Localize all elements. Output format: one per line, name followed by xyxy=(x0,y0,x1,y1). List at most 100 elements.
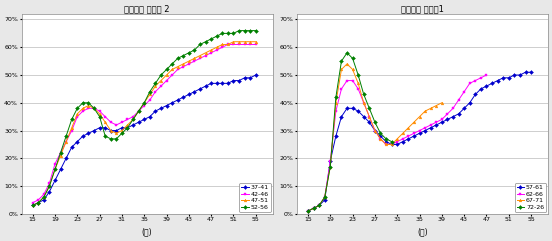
67-71 xyxy=(422,110,428,113)
67-71 xyxy=(427,107,434,110)
Line: 42-46: 42-46 xyxy=(31,43,257,204)
57-61 xyxy=(489,82,495,85)
47-51 xyxy=(79,107,86,110)
52-56 xyxy=(191,49,198,52)
37-41 xyxy=(252,74,259,76)
67-71 xyxy=(400,132,406,135)
57-61 xyxy=(466,101,473,104)
52-56 xyxy=(152,82,158,85)
67-71 xyxy=(405,126,412,129)
37-41 xyxy=(241,76,248,79)
47-51 xyxy=(40,196,47,199)
52-56 xyxy=(91,107,97,110)
57-61 xyxy=(377,135,384,138)
62-66 xyxy=(327,160,333,162)
42-46 xyxy=(52,162,59,165)
37-41 xyxy=(191,90,198,93)
52-56 xyxy=(169,62,176,65)
42-46 xyxy=(252,43,259,46)
37-41 xyxy=(197,87,203,90)
52-56 xyxy=(230,32,237,35)
47-51 xyxy=(252,40,259,43)
37-41 xyxy=(119,126,125,129)
52-56 xyxy=(163,68,170,71)
47-51 xyxy=(46,185,53,187)
62-66 xyxy=(389,143,395,146)
57-61 xyxy=(383,140,389,143)
42-46 xyxy=(197,57,203,60)
67-71 xyxy=(316,204,322,207)
42-46 xyxy=(102,115,109,118)
52-56 xyxy=(57,151,64,154)
72-26 xyxy=(355,74,362,76)
57-61 xyxy=(517,74,523,76)
67-71 xyxy=(371,129,378,132)
57-61 xyxy=(355,110,362,113)
57-61 xyxy=(305,210,311,213)
62-66 xyxy=(316,204,322,207)
57-61 xyxy=(389,143,395,146)
52-56 xyxy=(74,107,81,110)
57-61 xyxy=(455,113,462,115)
62-66 xyxy=(321,196,328,199)
47-51 xyxy=(63,140,70,143)
42-46 xyxy=(236,43,242,46)
67-71 xyxy=(360,101,367,104)
47-51 xyxy=(102,121,109,124)
72-26 xyxy=(305,210,311,213)
47-51 xyxy=(74,113,81,115)
52-56 xyxy=(113,137,120,140)
72-26 xyxy=(310,207,317,210)
62-66 xyxy=(377,137,384,140)
Line: 47-51: 47-51 xyxy=(31,40,257,207)
52-56 xyxy=(96,115,103,118)
67-71 xyxy=(310,207,317,210)
67-71 xyxy=(344,62,351,65)
42-46 xyxy=(35,199,41,201)
42-46 xyxy=(191,60,198,63)
57-61 xyxy=(321,199,328,201)
62-66 xyxy=(355,87,362,90)
72-26 xyxy=(321,196,328,199)
72-26 xyxy=(377,132,384,135)
52-56 xyxy=(197,43,203,46)
62-66 xyxy=(472,79,479,82)
57-61 xyxy=(411,135,417,138)
67-71 xyxy=(433,104,439,107)
57-61 xyxy=(344,107,351,110)
52-56 xyxy=(108,137,114,140)
72-26 xyxy=(344,51,351,54)
37-41 xyxy=(46,190,53,193)
42-46 xyxy=(63,140,70,143)
47-51 xyxy=(135,110,142,113)
42-46 xyxy=(113,124,120,127)
42-46 xyxy=(29,201,36,204)
67-71 xyxy=(321,196,328,199)
62-66 xyxy=(422,126,428,129)
52-56 xyxy=(135,110,142,113)
37-41 xyxy=(74,140,81,143)
72-26 xyxy=(389,140,395,143)
72-26 xyxy=(327,165,333,168)
37-41 xyxy=(230,79,237,82)
42-46 xyxy=(163,79,170,82)
47-51 xyxy=(96,113,103,115)
62-66 xyxy=(338,87,345,90)
52-56 xyxy=(52,168,59,171)
37-41 xyxy=(57,168,64,171)
42-46 xyxy=(152,90,158,93)
42-46 xyxy=(79,110,86,113)
52-56 xyxy=(247,29,253,32)
37-41 xyxy=(135,121,142,124)
47-51 xyxy=(141,101,147,104)
42-46 xyxy=(74,115,81,118)
42-46 xyxy=(141,104,147,107)
42-46 xyxy=(91,107,97,110)
Line: 72-26: 72-26 xyxy=(306,51,393,212)
47-51 xyxy=(180,62,187,65)
47-51 xyxy=(191,57,198,60)
47-51 xyxy=(197,54,203,57)
37-41 xyxy=(152,110,158,113)
57-61 xyxy=(416,132,423,135)
62-66 xyxy=(466,82,473,85)
